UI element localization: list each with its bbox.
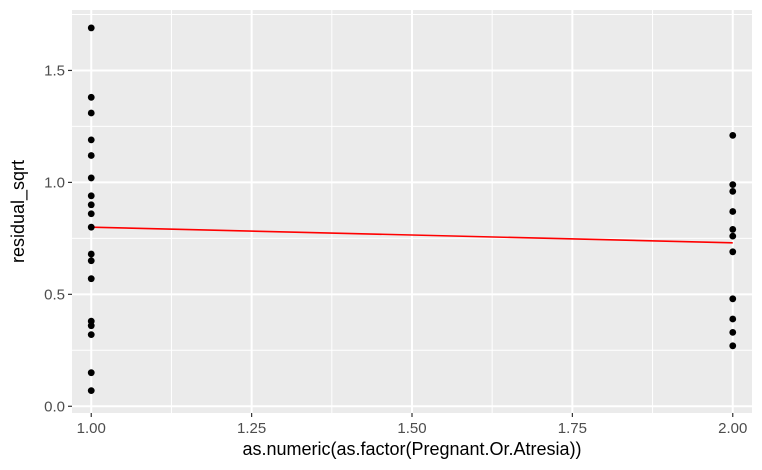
data-point [87, 201, 95, 209]
x-tick-label: 2.00 [718, 420, 747, 437]
y-tick-label: 1.5 [44, 62, 65, 79]
data-point [87, 24, 95, 32]
data-point [729, 315, 737, 323]
data-point [87, 369, 95, 377]
data-point [87, 223, 95, 231]
major-gridlines [72, 10, 752, 413]
data-point [87, 152, 95, 159]
data-point [87, 210, 95, 218]
data-point [729, 187, 737, 195]
y-tick-label: 0.0 [44, 398, 65, 415]
x-axis: 1.00 1.25 1.50 1.75 2.00 [77, 413, 747, 437]
data-point [87, 257, 95, 265]
data-point [729, 208, 737, 215]
x-axis-title: as.numeric(as.factor(Pregnant.Or.Atresia… [242, 439, 581, 459]
y-tick-label: 1.0 [44, 174, 65, 191]
fit-line-group [91, 226, 733, 244]
data-point [729, 329, 737, 336]
data-point [729, 131, 737, 139]
data-point [729, 181, 737, 189]
data-point [87, 387, 95, 395]
data-point [729, 342, 737, 350]
data-point [87, 93, 95, 101]
data-point [87, 250, 95, 258]
data-point [87, 136, 95, 144]
data-point [87, 275, 95, 283]
data-point [729, 232, 737, 240]
data-point [87, 322, 95, 330]
x-tick-label: 1.00 [77, 420, 106, 437]
data-point [87, 109, 95, 117]
y-tick-label: 0.5 [44, 286, 65, 303]
data-point [87, 331, 95, 339]
data-point [87, 192, 95, 200]
data-point [729, 226, 737, 233]
x-tick-label: 1.50 [397, 420, 426, 437]
data-point [729, 295, 737, 303]
data-point [729, 248, 737, 256]
points-group [87, 24, 737, 395]
fit-line [91, 226, 733, 244]
y-axis: 0.0 0.5 1.0 1.5 [44, 62, 72, 415]
data-point [87, 174, 95, 182]
x-tick-label: 1.75 [558, 420, 587, 437]
y-axis-title: residual_sqrt [8, 160, 29, 263]
x-tick-label: 1.25 [237, 420, 266, 437]
